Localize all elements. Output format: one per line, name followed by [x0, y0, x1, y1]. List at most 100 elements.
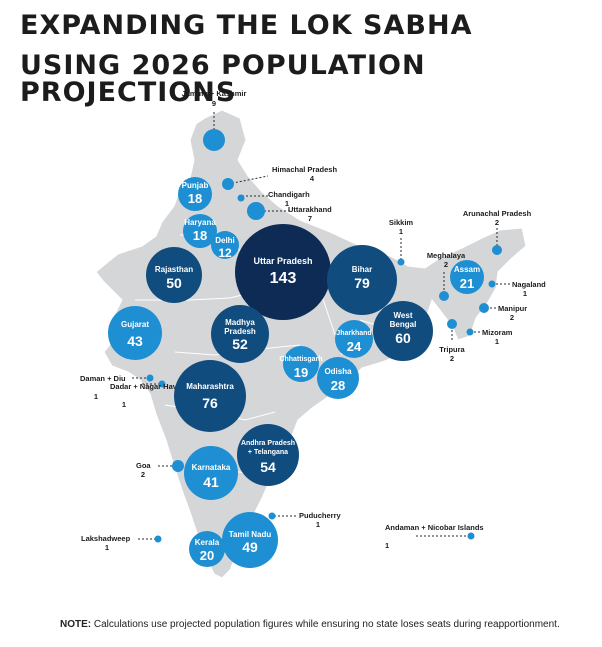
bubble-jharkhand [335, 320, 373, 358]
label-chandigarh-seats: 1 [285, 199, 289, 208]
label-uttarakhand-name: Uttarakhand [288, 205, 332, 214]
name-andhra-telangana: Andhra Pradesh + Telangana [241, 440, 295, 456]
seats-kerala: 20 [200, 548, 214, 563]
name-rajasthan: Rajasthan [155, 265, 193, 274]
state-dot-sikkim [397, 258, 405, 266]
seats-rajasthan: 50 [166, 275, 182, 291]
seats-haryana: 18 [193, 228, 207, 243]
label-manipur-seats: 2 [510, 313, 514, 322]
name-odisha: Odisha [324, 367, 352, 376]
bubble-karnataka [184, 446, 238, 500]
bubble-punjab [178, 177, 212, 211]
label-arunachal-name: Arunachal Pradesh [463, 209, 532, 218]
label-meghalaya-seats: 2 [444, 260, 448, 269]
state-dot-chandigarh [237, 194, 245, 202]
name-gujarat: Gujarat [121, 320, 149, 329]
name-west-bengal: West Bengal [390, 311, 417, 329]
state-bubble-labels: Punjab 18 Haryana 18 Delhi 12 Rajasthan … [121, 181, 480, 563]
state-dot-manipur [479, 303, 489, 313]
state-dot-lakshadweep [154, 535, 162, 543]
seats-punjab: 18 [188, 191, 202, 206]
label-andaman-name: Andaman + Nicobar Islands [385, 523, 484, 532]
state-dot-jammu-kashmir [203, 129, 225, 151]
state-dot-tripura [447, 319, 457, 329]
note-label: NOTE: [60, 619, 92, 630]
seats-tamil-nadu: 49 [242, 539, 258, 555]
state-dot-goa [172, 460, 184, 472]
seats-andhra-telangana: 54 [260, 459, 276, 475]
name-maharashtra: Maharashtra [186, 382, 234, 391]
label-uttarakhand-seats: 7 [308, 214, 312, 223]
label-andaman-seats: 1 [385, 541, 389, 550]
seats-karnataka: 41 [203, 474, 219, 490]
seats-gujarat: 43 [127, 333, 143, 349]
state-dot-nagaland [488, 280, 496, 288]
bubble-kerala [189, 531, 225, 567]
bubble-chhattisgarh [283, 346, 319, 382]
label-hp-seats: 4 [310, 174, 315, 183]
label-tripura-seats: 2 [450, 354, 454, 363]
bubble-andhra-telangana [237, 424, 299, 486]
name-tamil-nadu: Tamil Nadu [229, 530, 272, 539]
name-assam: Assam [454, 265, 480, 274]
state-dot-andaman-nicobar [467, 532, 475, 540]
bubble-maharashtra [174, 360, 246, 432]
seats-west-bengal: 60 [395, 330, 411, 346]
seats-jharkhand: 24 [347, 339, 362, 354]
label-lakshadweep-name: Lakshadweep [81, 534, 131, 543]
label-jk-name: Jammu + Kashmir [182, 89, 247, 98]
seats-delhi: 12 [218, 246, 232, 260]
label-puducherry-name: Puducherry [299, 511, 342, 520]
label-dadar-seats: 1 [122, 400, 126, 409]
label-arunachal-seats: 2 [495, 218, 499, 227]
name-uttar-pradesh: Uttar Pradesh [253, 256, 312, 266]
label-hp-name: Himachal Pradesh [272, 165, 337, 174]
seats-chhattisgarh: 19 [294, 365, 308, 380]
footnote: NOTE: Calculations use projected populat… [60, 619, 560, 630]
state-dot-uttarakhand [247, 202, 265, 220]
seats-assam: 21 [460, 276, 474, 291]
name-madhya-pradesh: Madhya Pradesh [224, 318, 256, 336]
label-mizoram-seats: 1 [495, 337, 499, 346]
seats-madhya-pradesh: 52 [232, 336, 248, 352]
label-meghalaya-name: Meghalaya [427, 251, 466, 260]
state-dot-himachal-pradesh [222, 178, 234, 190]
state-dot-meghalaya [439, 291, 449, 301]
label-goa-name: Goa [136, 461, 151, 470]
bubble-uttar-pradesh [235, 224, 331, 320]
label-lakshadweep-seats: 1 [105, 543, 109, 552]
seats-bihar: 79 [354, 275, 370, 291]
name-chhattisgarh: Chhattisgarh [279, 356, 322, 363]
seats-maharashtra: 76 [202, 395, 218, 411]
label-dadar-name: Dadar + Nagar Haveli [110, 382, 185, 391]
label-manipur-name: Manipur [498, 304, 527, 313]
state-dot-arunachal-pradesh [492, 245, 502, 255]
bubble-odisha [317, 357, 359, 399]
bubble-delhi [211, 231, 239, 259]
note-text: Calculations use projected population fi… [91, 619, 560, 630]
label-mizoram-name: Mizoram [482, 328, 513, 337]
name-jharkhand: Jharkhand [336, 330, 371, 337]
label-puducherry-seats: 1 [316, 520, 320, 529]
bubble-haryana [183, 214, 217, 248]
seats-odisha: 28 [331, 378, 345, 393]
name-kerala: Kerala [195, 538, 220, 547]
label-daman-name: Daman + Diu [80, 374, 126, 383]
state-dot-daman-diu [146, 374, 154, 382]
name-karnataka: Karnataka [192, 463, 231, 472]
seats-uttar-pradesh: 143 [270, 270, 297, 287]
state-bubbles [108, 177, 484, 568]
name-delhi: Delhi [215, 236, 235, 245]
small-state-labels: Jammu + Kashmir 9 Himachal Pradesh 4 Cha… [80, 89, 546, 552]
title-line-1: EXPANDING THE LOK SABHA [20, 10, 473, 41]
bubble-rajasthan [146, 247, 202, 303]
state-dot-mizoram [466, 328, 474, 336]
bubble-gujarat [108, 306, 162, 360]
state-dot-puducherry [268, 512, 276, 520]
label-jk-seats: 9 [212, 99, 216, 108]
title-line-2: USING 2026 POPULATION PROJECTIONS [20, 50, 426, 108]
state-dot-dadar-nagar-haveli [158, 380, 166, 388]
bubble-assam [450, 260, 484, 294]
label-tripura-name: Tripura [439, 345, 465, 354]
